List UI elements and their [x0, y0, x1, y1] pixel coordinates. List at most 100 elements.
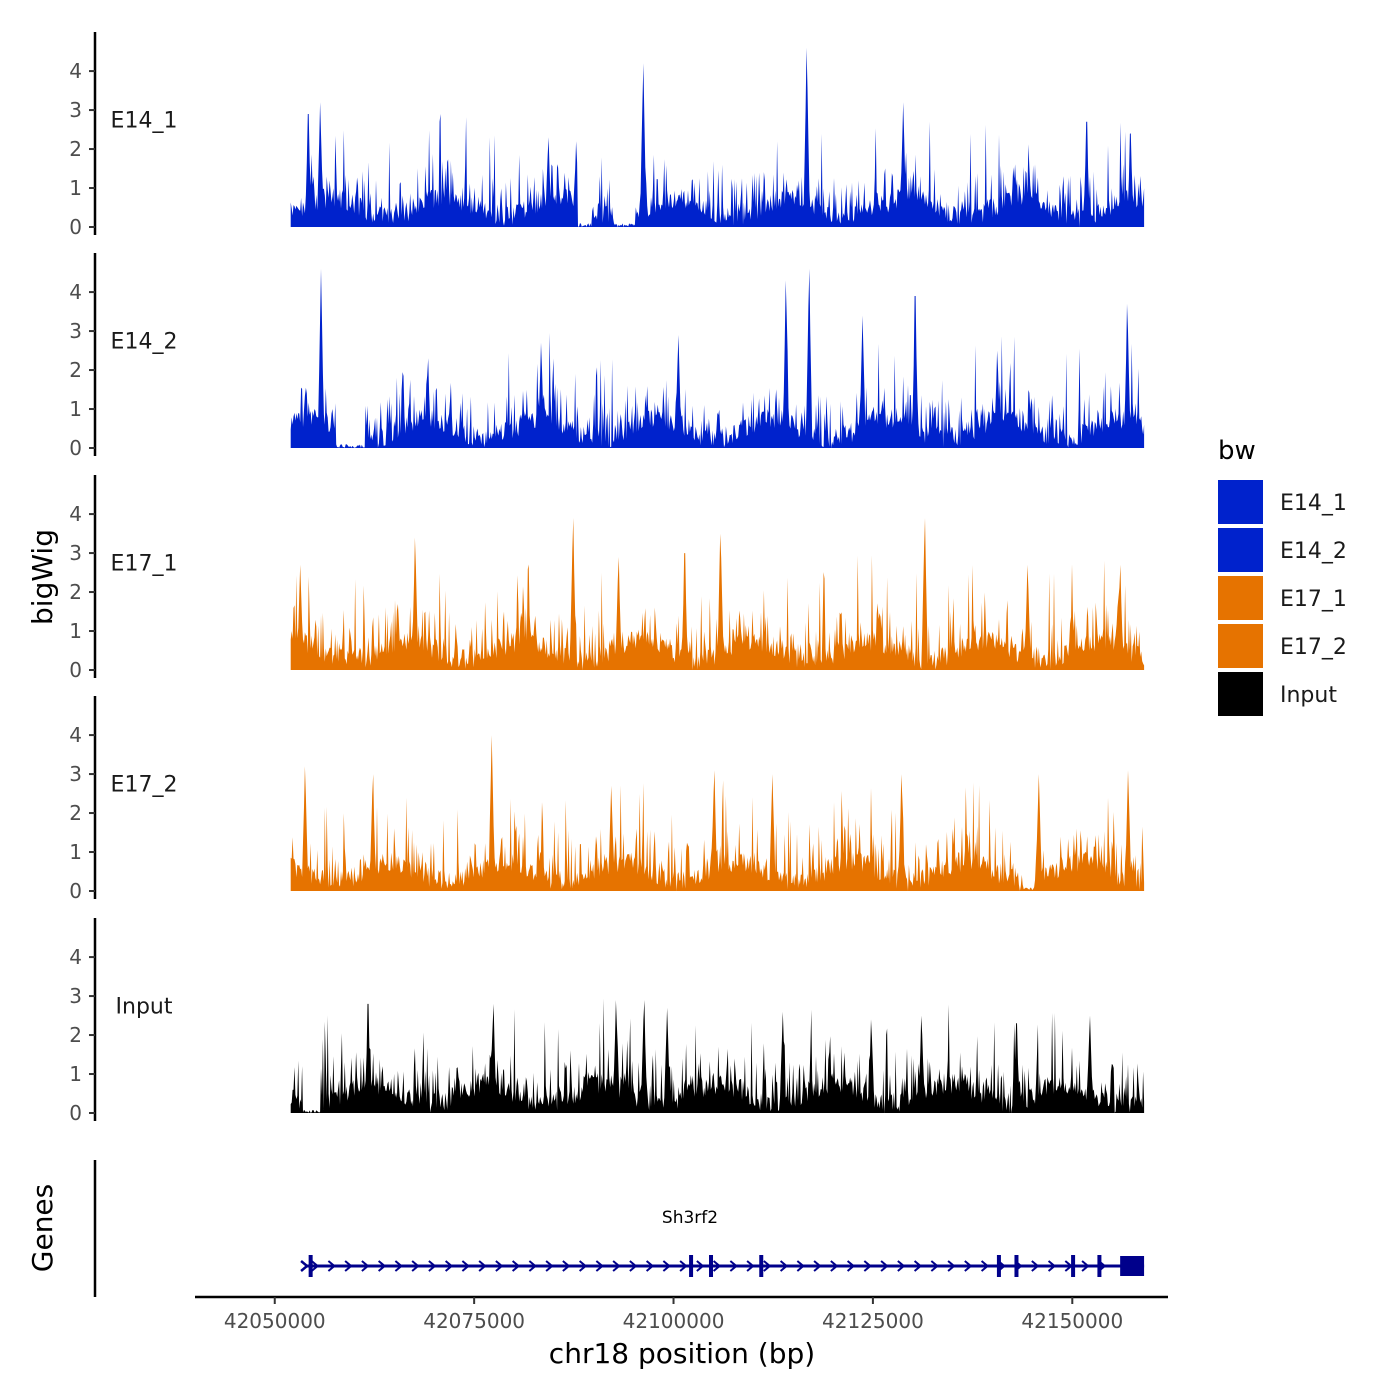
x-tick-label: 42100000 [623, 1309, 725, 1333]
legend-label: E17_1 [1280, 587, 1347, 612]
legend-label: E14_2 [1280, 539, 1347, 564]
y-tick-label: 3 [69, 984, 82, 1008]
y-tick-label: 0 [69, 1101, 82, 1125]
track-label: E17_2 [111, 773, 178, 798]
y-tick-label: 4 [69, 723, 82, 747]
strand-arrow [846, 1260, 856, 1272]
y-tick-label: 1 [69, 840, 82, 864]
legend-swatch [1218, 624, 1263, 668]
gene-exon [689, 1255, 694, 1277]
y-tick-label: 4 [69, 945, 82, 969]
strand-arrow [763, 1260, 772, 1272]
strand-arrow [1031, 1260, 1040, 1272]
legend-label: Input [1280, 683, 1337, 708]
strand-arrow [578, 1260, 588, 1272]
x-tick-label: 42050000 [224, 1309, 326, 1333]
y-tick-label: 1 [69, 397, 82, 421]
gene-terminal-exon [1120, 1256, 1145, 1276]
strand-arrow [361, 1260, 370, 1272]
y-tick-label: 3 [69, 762, 82, 786]
strand-arrow [344, 1260, 353, 1272]
coverage-area [290, 268, 1145, 448]
y-tick-label: 4 [69, 280, 82, 304]
strand-arrow [729, 1260, 738, 1272]
gene-exon [1014, 1255, 1019, 1277]
strand-arrow [595, 1260, 604, 1272]
strand-arrow [813, 1260, 822, 1272]
strand-arrow [897, 1260, 906, 1272]
track-E17_1: 0 1 2 3 4 E17_1 [69, 475, 1145, 682]
strand-arrow [1081, 1260, 1090, 1272]
y-tick-label: 1 [69, 176, 82, 200]
legend-item-E14_1: E14_1 [1218, 480, 1347, 524]
legend-swatch [1218, 672, 1263, 716]
strand-arrow [495, 1260, 504, 1272]
strand-arrow [1047, 1260, 1057, 1272]
strand-arrow [511, 1260, 521, 1272]
x-tick-label: 42075000 [423, 1309, 525, 1333]
strand-arrow [779, 1260, 789, 1272]
legend-item-Input: Input [1218, 672, 1337, 716]
coverage-area [290, 47, 1145, 228]
y-tick-label: 0 [69, 879, 82, 903]
strand-arrow [411, 1260, 420, 1272]
coverage-tracks: 0 1 2 3 4 E14_1 0 1 2 3 4 E14_2 0 1 2 3 4 E17_1 0 1 2 3 4 E17_2… [69, 32, 1145, 1125]
legend-label: E14_1 [1280, 491, 1347, 516]
strand-arrow [964, 1260, 973, 1272]
strand-arrow [913, 1260, 923, 1272]
legend-swatch [1218, 576, 1263, 620]
strand-arrow [478, 1260, 487, 1272]
strand-arrow [377, 1260, 387, 1272]
gene-name-label: Sh3rf2 [662, 1208, 718, 1228]
strand-arrow [696, 1260, 705, 1272]
y-tick-label: 2 [69, 1023, 82, 1047]
strand-arrow [880, 1260, 889, 1272]
track-E14_1: 0 1 2 3 4 E14_1 [69, 32, 1145, 239]
strand-arrow [830, 1260, 839, 1272]
strand-arrow [712, 1260, 722, 1272]
y-tick-label: 1 [69, 1062, 82, 1086]
track-label: Input [116, 995, 173, 1020]
y-tick-label: 3 [69, 319, 82, 343]
legend-item-E17_1: E17_1 [1218, 576, 1347, 620]
strand-arrow [930, 1260, 939, 1272]
y-axis-title: bigWig [26, 529, 59, 625]
gene-exon [996, 1255, 1001, 1277]
y-tick-label: 4 [69, 502, 82, 526]
strand-arrow [528, 1260, 537, 1272]
legend-item-E14_2: E14_2 [1218, 528, 1347, 572]
strand-arrow [612, 1260, 621, 1272]
y-tick-label: 3 [69, 98, 82, 122]
y-tick-label: 4 [69, 59, 82, 83]
gene-exon [1097, 1255, 1102, 1277]
strand-arrow [679, 1260, 688, 1272]
strand-arrow [394, 1260, 403, 1272]
y-tick-label: 2 [69, 137, 82, 161]
y-tick-label: 0 [69, 658, 82, 682]
track-label: E14_1 [111, 109, 178, 134]
legend: E14_1 E14_2 E17_1 E17_2 Input [1218, 480, 1347, 716]
strand-arrow [629, 1260, 638, 1272]
strand-arrow [662, 1260, 671, 1272]
track-E17_2: 0 1 2 3 4 E17_2 [69, 696, 1145, 903]
strand-arrow [863, 1260, 872, 1272]
genes-axis-title: Genes [26, 1184, 59, 1272]
track-Input: 0 1 2 3 4 Input [69, 918, 1145, 1125]
strand-arrow [327, 1260, 336, 1272]
legend-swatch [1218, 480, 1263, 524]
legend-item-E17_2: E17_2 [1218, 624, 1347, 668]
y-tick-label: 3 [69, 541, 82, 565]
strand-arrow [645, 1260, 655, 1272]
x-axis: 42050000 42075000 42100000 42125000 42150000 [195, 1295, 1168, 1333]
y-tick-label: 2 [69, 801, 82, 825]
strand-arrow [545, 1260, 554, 1272]
strand-arrow [562, 1260, 571, 1272]
strand-arrow [310, 1260, 320, 1272]
strand-arrow [444, 1260, 454, 1272]
x-tick-label: 42125000 [822, 1309, 924, 1333]
coverage-area [290, 518, 1145, 670]
x-axis-title: chr18 position (bp) [549, 1337, 815, 1370]
y-tick-label: 2 [69, 580, 82, 604]
strand-arrow [796, 1260, 805, 1272]
x-tick-label: 42150000 [1021, 1309, 1123, 1333]
